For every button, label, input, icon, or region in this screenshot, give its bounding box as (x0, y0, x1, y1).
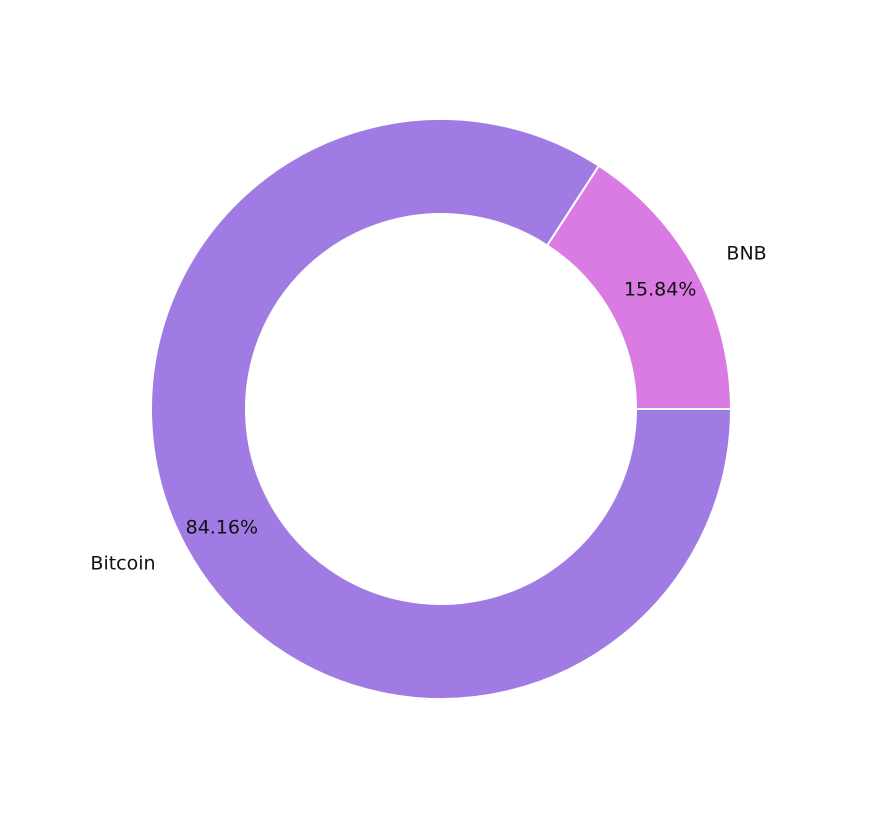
donut-slice (150, 118, 733, 700)
percent-label: 84.16% (186, 517, 258, 539)
slice-label: BNB (726, 242, 766, 264)
percent-label: 15.84% (624, 278, 696, 300)
slice-label: Bitcoin (90, 553, 155, 575)
